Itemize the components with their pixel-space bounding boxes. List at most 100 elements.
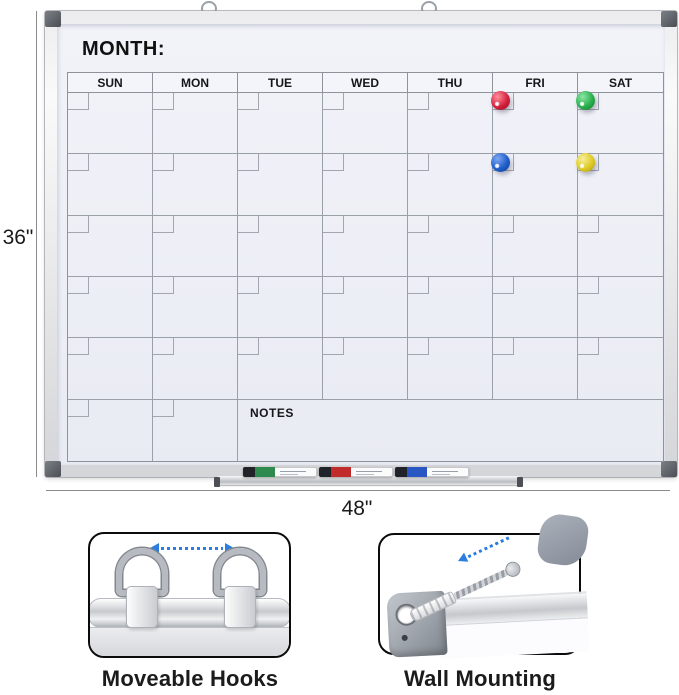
date-box <box>153 215 174 233</box>
marker-body <box>255 467 275 477</box>
calendar-cell <box>323 276 408 339</box>
date-box <box>408 215 429 233</box>
calendar-cell <box>153 93 238 155</box>
day-header-sat: SAT <box>578 73 663 93</box>
calendar-cell <box>153 215 238 277</box>
day-header-tue: TUE <box>238 73 323 93</box>
hook-clip <box>224 586 256 628</box>
date-box <box>578 276 599 294</box>
corner-cap <box>45 11 61 27</box>
magnet-yellow <box>576 152 596 172</box>
calendar-cell <box>408 154 493 216</box>
board-edge <box>438 617 590 660</box>
calendar-cell <box>323 338 408 400</box>
marker-label <box>427 467 469 477</box>
magnet-green <box>576 91 596 110</box>
date-box <box>68 276 89 294</box>
calendar-cell <box>408 93 493 155</box>
date-box <box>493 276 514 294</box>
width-dimension-label: 48" <box>341 497 373 520</box>
month-label: MONTH: <box>82 38 165 60</box>
hook-clip <box>126 586 158 628</box>
notes-cell: NOTES <box>238 400 663 461</box>
wall-mounting-label: Wall Mounting <box>403 666 557 691</box>
day-header-wed: WED <box>323 73 408 93</box>
date-box <box>493 338 514 356</box>
calendar-cell <box>323 93 408 155</box>
calendar-cell <box>238 215 323 277</box>
calendar-cell <box>153 154 238 216</box>
calendar-cell <box>408 276 493 339</box>
left-right-arrow-icon <box>150 542 234 554</box>
arrowhead-left-icon <box>150 543 159 553</box>
dashed-line <box>161 546 223 550</box>
corner-cap <box>661 461 677 477</box>
marker-cap <box>243 467 255 477</box>
calendar-cell <box>68 215 153 277</box>
corner-cap <box>661 11 677 27</box>
marker-cap <box>319 467 331 477</box>
calendar-cell <box>238 93 323 155</box>
date-box <box>493 215 514 233</box>
date-box <box>323 215 344 233</box>
date-box <box>153 276 174 294</box>
whiteboard: MONTH: SUN MON TUE WED THU FRI SAT NOTES <box>45 11 677 477</box>
date-box <box>408 338 429 356</box>
marker-label <box>275 467 317 477</box>
calendar-cell <box>578 215 663 277</box>
calendar-cell <box>238 154 323 216</box>
date-box <box>238 276 259 294</box>
magnet-blue <box>490 152 510 172</box>
calendar-cell <box>578 338 663 400</box>
marker-set <box>243 467 469 477</box>
date-box <box>323 338 344 356</box>
calendar-cell <box>323 154 408 216</box>
calendar-cell <box>238 276 323 339</box>
calendar-cell <box>493 276 578 339</box>
date-box <box>323 93 344 110</box>
marker-label <box>351 467 393 477</box>
calendar-cell <box>68 93 153 155</box>
date-box <box>68 399 89 417</box>
arrowhead-right-icon <box>225 543 234 553</box>
marker-body <box>407 467 427 477</box>
date-box <box>578 338 599 356</box>
calendar-cell <box>323 215 408 277</box>
calendar-cell <box>153 338 238 400</box>
date-box <box>68 215 89 233</box>
date-box <box>323 276 344 294</box>
whiteboard-surface <box>57 24 665 465</box>
date-box <box>153 338 174 356</box>
calendar-cell <box>68 338 153 400</box>
day-header-thu: THU <box>408 73 493 93</box>
height-dimension-label: 36" <box>2 226 34 249</box>
tray-end-cap <box>214 477 220 487</box>
screw-dot <box>401 634 408 642</box>
date-box <box>238 154 259 172</box>
day-header-fri: FRI <box>493 73 578 93</box>
frame-rail <box>90 598 289 628</box>
height-dimension-line <box>36 11 37 477</box>
calendar-cell <box>68 154 153 216</box>
date-box <box>153 399 174 417</box>
date-box <box>408 93 429 110</box>
date-box <box>408 154 429 172</box>
calendar-cell <box>493 338 578 400</box>
calendar-cell <box>238 338 323 400</box>
tray-end-cap <box>517 477 523 487</box>
date-box <box>153 93 174 110</box>
calendar-cell <box>493 215 578 277</box>
date-box <box>578 215 599 233</box>
date-box <box>68 93 89 110</box>
calendar-cell <box>578 276 663 339</box>
calendar-cell <box>408 338 493 400</box>
calendar-cell <box>153 276 238 339</box>
date-box <box>68 154 89 172</box>
marker-green <box>243 467 317 477</box>
notes-label: NOTES <box>250 405 294 420</box>
moveable-hooks-inset <box>88 532 291 658</box>
marker-body <box>331 467 351 477</box>
date-box <box>238 93 259 110</box>
calendar-cell <box>68 399 153 461</box>
